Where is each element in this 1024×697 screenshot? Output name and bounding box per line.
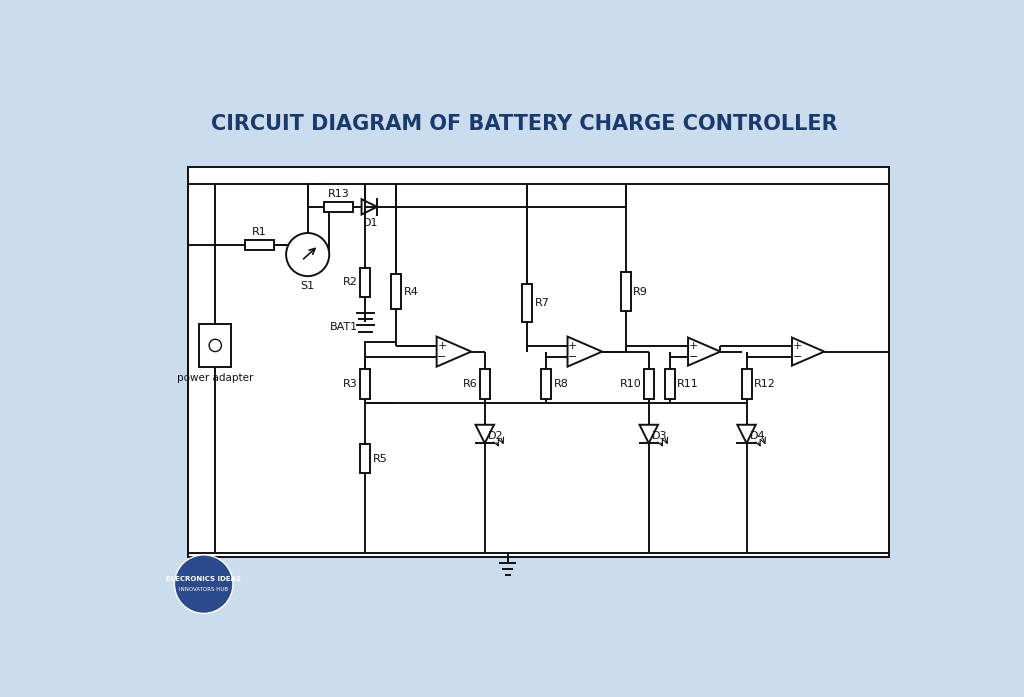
- Text: +: +: [689, 342, 698, 351]
- Text: BAT1: BAT1: [330, 322, 357, 332]
- Text: D2: D2: [487, 431, 504, 441]
- Text: R10: R10: [620, 379, 641, 389]
- Text: S1: S1: [301, 281, 314, 291]
- Text: R8: R8: [554, 379, 568, 389]
- Bar: [621, 273, 631, 311]
- Bar: [360, 268, 371, 297]
- Text: +: +: [437, 341, 446, 351]
- Bar: [324, 202, 353, 212]
- Bar: [360, 444, 371, 473]
- Text: −: −: [437, 353, 446, 362]
- Bar: [542, 369, 551, 399]
- Bar: [360, 369, 371, 399]
- Text: R3: R3: [343, 379, 358, 389]
- Bar: [245, 240, 273, 250]
- Text: R12: R12: [754, 379, 776, 389]
- Text: D4: D4: [750, 431, 765, 441]
- Bar: [644, 369, 653, 399]
- Text: R13: R13: [328, 189, 349, 199]
- Text: R4: R4: [403, 286, 419, 296]
- Text: R2: R2: [343, 277, 358, 287]
- Text: R1: R1: [252, 227, 266, 237]
- Circle shape: [286, 233, 330, 276]
- Bar: [741, 369, 752, 399]
- Circle shape: [209, 339, 221, 351]
- Text: CIRCUIT DIAGRAM OF BATTERY CHARGE CONTROLLER: CIRCUIT DIAGRAM OF BATTERY CHARGE CONTRO…: [212, 114, 838, 134]
- Circle shape: [174, 555, 233, 613]
- Bar: [480, 369, 489, 399]
- Bar: [391, 274, 401, 309]
- Text: power adapter: power adapter: [177, 373, 254, 383]
- Text: R9: R9: [633, 286, 648, 296]
- Text: +: +: [793, 342, 802, 351]
- Text: −: −: [689, 352, 698, 362]
- Text: D1: D1: [364, 218, 379, 229]
- Text: INNOVATORS HUB: INNOVATORS HUB: [179, 587, 228, 592]
- Text: R5: R5: [373, 454, 387, 464]
- Text: ELECRONICS IDEAS: ELECRONICS IDEAS: [166, 576, 241, 582]
- Text: R6: R6: [463, 379, 477, 389]
- Text: −: −: [793, 352, 802, 362]
- Text: −: −: [568, 353, 578, 362]
- Text: D3: D3: [652, 431, 668, 441]
- Text: R11: R11: [677, 379, 698, 389]
- Bar: [522, 284, 532, 322]
- Bar: [665, 369, 675, 399]
- Bar: [199, 324, 231, 367]
- Text: R7: R7: [535, 298, 549, 308]
- Bar: [188, 167, 889, 557]
- Text: +: +: [568, 341, 578, 351]
